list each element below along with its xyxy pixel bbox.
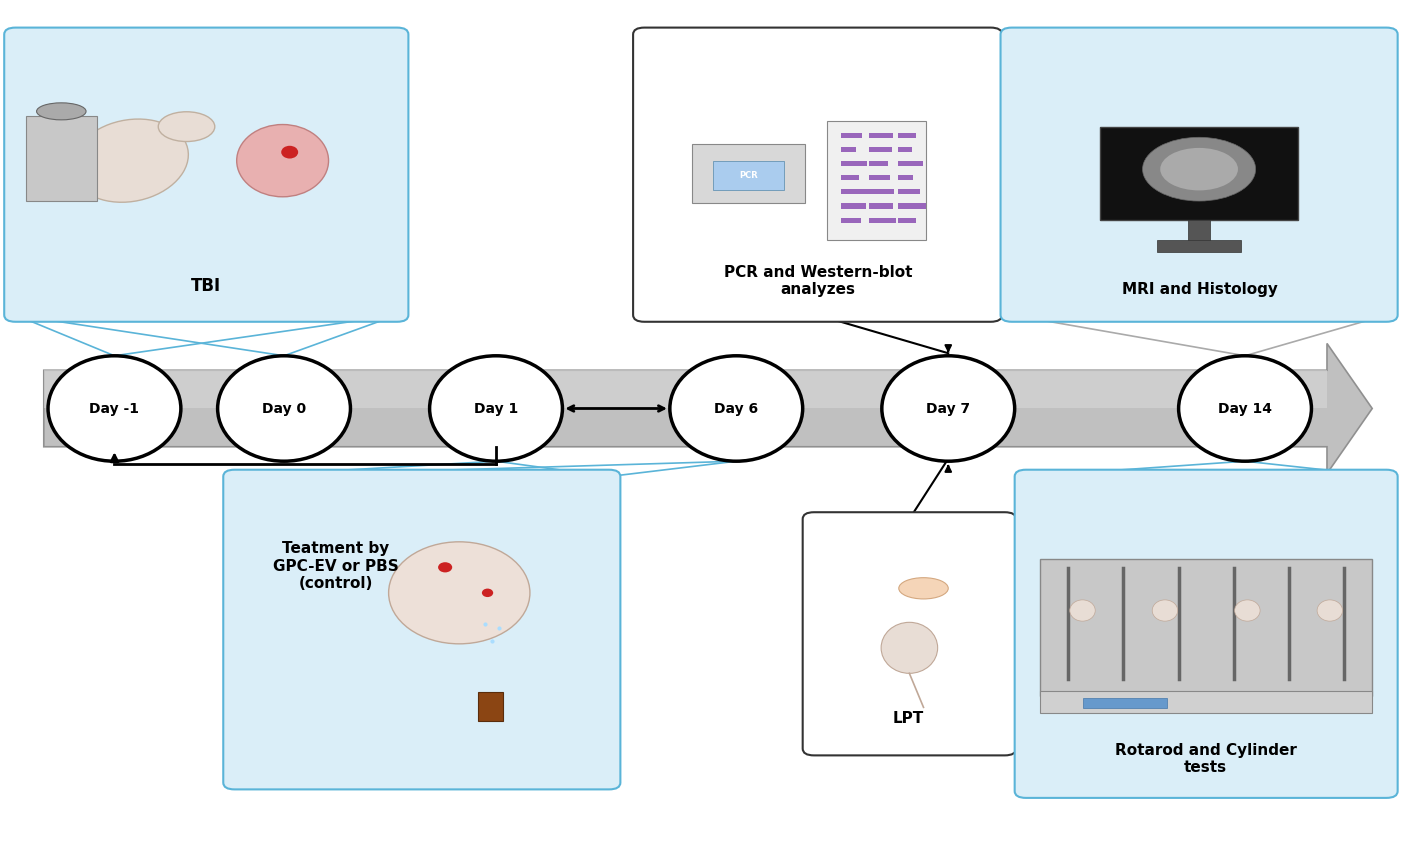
Ellipse shape [670, 356, 803, 462]
Bar [1157, 240, 1242, 253]
Ellipse shape [882, 356, 1015, 462]
Ellipse shape [429, 356, 562, 462]
Ellipse shape [1160, 149, 1238, 191]
Ellipse shape [881, 623, 937, 674]
Ellipse shape [236, 125, 329, 198]
Bar [869, 147, 891, 153]
Text: MRI and Histology: MRI and Histology [1121, 282, 1277, 296]
Text: TBI: TBI [191, 276, 221, 295]
Ellipse shape [438, 562, 452, 573]
Bar [692, 145, 804, 204]
Bar [1100, 128, 1298, 221]
Bar [1188, 221, 1211, 242]
FancyBboxPatch shape [803, 513, 1017, 756]
Bar [898, 218, 919, 223]
Ellipse shape [37, 104, 86, 121]
Ellipse shape [1317, 600, 1342, 621]
Text: PCR and Western-blot
analyzes: PCR and Western-blot analyzes [724, 265, 912, 296]
Text: Day 6: Day 6 [714, 402, 759, 416]
Text: Day -1: Day -1 [89, 402, 139, 416]
FancyBboxPatch shape [1001, 29, 1398, 322]
Ellipse shape [1178, 356, 1311, 462]
Polygon shape [44, 344, 1372, 474]
FancyBboxPatch shape [4, 29, 408, 322]
Bar [898, 176, 916, 181]
Bar [898, 204, 909, 210]
Ellipse shape [1069, 600, 1095, 621]
Bar [479, 692, 504, 722]
Bar [841, 147, 855, 153]
Bar [869, 162, 891, 167]
Ellipse shape [899, 578, 949, 599]
FancyBboxPatch shape [1015, 470, 1398, 798]
Bar [869, 218, 889, 223]
Ellipse shape [282, 147, 299, 159]
Bar [841, 134, 867, 139]
Bar [712, 162, 783, 191]
Ellipse shape [388, 542, 530, 644]
Text: Day 0: Day 0 [262, 402, 306, 416]
Ellipse shape [48, 356, 181, 462]
Bar [869, 134, 892, 139]
FancyBboxPatch shape [224, 470, 620, 790]
Bar [869, 190, 884, 195]
Ellipse shape [72, 120, 188, 203]
Ellipse shape [1235, 600, 1260, 621]
Ellipse shape [1153, 600, 1178, 621]
Bar [827, 122, 926, 240]
Bar [898, 147, 912, 153]
Bar [841, 218, 861, 223]
Text: Day 7: Day 7 [926, 402, 970, 416]
Ellipse shape [1143, 138, 1256, 202]
Bar [841, 162, 854, 167]
Bar [869, 204, 888, 210]
Bar [898, 190, 918, 195]
Bar [1082, 699, 1167, 709]
Bar [898, 162, 926, 167]
Bar [1041, 560, 1372, 696]
Text: LPT: LPT [893, 710, 925, 725]
Bar [841, 176, 869, 181]
Polygon shape [44, 371, 1327, 409]
Ellipse shape [218, 356, 350, 462]
Ellipse shape [159, 112, 215, 142]
Ellipse shape [481, 589, 493, 597]
Text: Teatment by
GPC-EV or PBS
(control): Teatment by GPC-EV or PBS (control) [273, 541, 398, 590]
FancyBboxPatch shape [633, 29, 1003, 322]
Bar [25, 117, 96, 201]
Bar [841, 190, 862, 195]
Bar [841, 204, 855, 210]
Text: Day 14: Day 14 [1218, 402, 1272, 416]
Text: Rotarod and Cylinder
tests: Rotarod and Cylinder tests [1114, 742, 1297, 774]
Text: PCR: PCR [739, 170, 758, 180]
Text: Day 1: Day 1 [474, 402, 518, 416]
Bar [898, 134, 918, 139]
Bar [869, 176, 893, 181]
Bar [1041, 692, 1372, 713]
